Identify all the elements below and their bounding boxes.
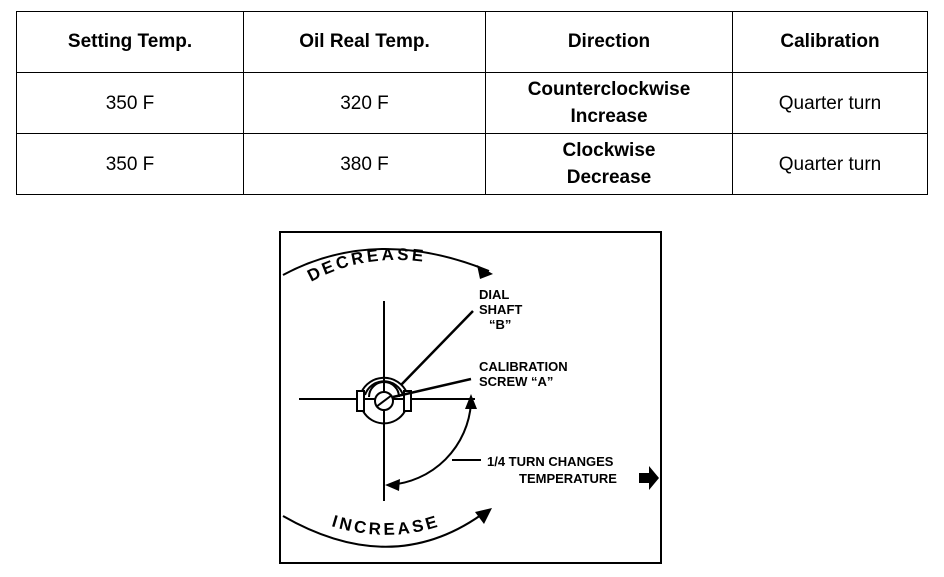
dial-shaft-label-3: “B” xyxy=(489,317,511,332)
calibration-screw-leader xyxy=(392,377,472,399)
header-direction: Direction xyxy=(485,11,733,73)
cell-direction: Counterclockwise Increase xyxy=(485,72,733,134)
table-header-row: Setting Temp. Oil Real Temp. Direction C… xyxy=(16,11,928,73)
dial-hub xyxy=(356,376,412,425)
calibration-diagram: DECREASE INCREASE DIAL SHAFT “B xyxy=(279,231,662,564)
cell-setting-temp: 350 F xyxy=(16,133,244,195)
direction-line-2: Decrease xyxy=(566,167,652,188)
cell-setting-temp: 350 F xyxy=(16,72,244,134)
decrease-label: DECREASE xyxy=(304,245,427,286)
calibration-screw-label-2: SCREW “A” xyxy=(479,374,553,389)
direction-line-1: Clockwise xyxy=(562,140,656,161)
cell-oil-real-temp: 380 F xyxy=(243,133,486,195)
table-row: 350 F 320 F Counterclockwise Increase Qu… xyxy=(16,72,928,134)
diagram-svg: DECREASE INCREASE DIAL SHAFT “B xyxy=(282,245,659,548)
quarter-turn-arrowhead-top xyxy=(465,394,477,409)
header-oil-real-temp: Oil Real Temp. xyxy=(243,11,486,73)
right-arrow-icon xyxy=(639,466,659,490)
decrease-arrowhead xyxy=(477,265,493,279)
direction-line-2: Increase xyxy=(570,106,648,127)
turn-note-label-1: 1/4 TURN CHANGES xyxy=(487,454,614,469)
dial-shaft-label-1: DIAL xyxy=(479,287,509,302)
dial-shaft-label-2: SHAFT xyxy=(479,302,522,317)
header-setting-temp: Setting Temp. xyxy=(16,11,244,73)
dial-shaft-leader xyxy=(400,310,474,386)
calibration-table: Setting Temp. Oil Real Temp. Direction C… xyxy=(16,11,928,195)
calibration-screw-label-1: CALIBRATION xyxy=(479,359,568,374)
direction-line-1: Counterclockwise xyxy=(527,79,691,100)
dial-outer-arc-bottom xyxy=(282,514,482,548)
table-row: 350 F 380 F Clockwise Decrease Quarter t… xyxy=(16,133,928,195)
dial-outer-arc-top xyxy=(282,247,490,276)
cell-direction: Clockwise Decrease xyxy=(485,133,733,195)
cell-oil-real-temp: 320 F xyxy=(243,72,486,134)
increase-label: INCREASE xyxy=(330,512,442,539)
turn-note-label-2: TEMPERATURE xyxy=(519,471,617,486)
quarter-turn-arc xyxy=(388,402,472,486)
quarter-turn-arrowhead-bottom xyxy=(385,479,400,491)
increase-arrowhead xyxy=(475,508,492,524)
header-calibration: Calibration xyxy=(732,11,928,73)
cell-calibration: Quarter turn xyxy=(732,133,928,195)
cell-calibration: Quarter turn xyxy=(732,72,928,134)
